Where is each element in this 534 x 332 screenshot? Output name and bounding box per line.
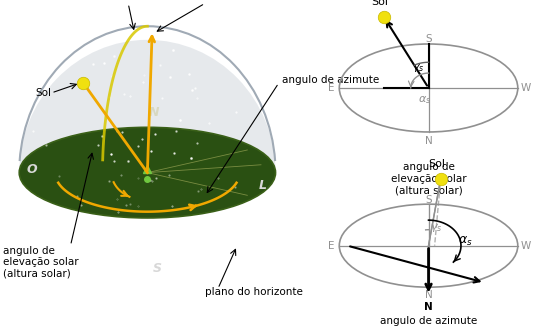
Ellipse shape (19, 127, 276, 218)
Text: O: O (27, 163, 37, 176)
Text: E: E (328, 241, 334, 251)
Text: $\gamma_s$: $\gamma_s$ (430, 222, 443, 234)
Text: N: N (425, 290, 433, 300)
Text: plano do horizonte: plano do horizonte (205, 287, 303, 297)
Text: E: E (328, 83, 334, 93)
Text: W: W (521, 241, 531, 251)
Text: angulo de
elevação solar
(altura solar): angulo de elevação solar (altura solar) (3, 246, 79, 279)
Text: angulo de azimute: angulo de azimute (380, 316, 477, 326)
Text: angulo de azimute: angulo de azimute (282, 75, 379, 85)
Wedge shape (19, 40, 276, 173)
Text: $\gamma_s$: $\gamma_s$ (412, 62, 424, 74)
Text: S: S (425, 195, 432, 205)
Text: S: S (425, 34, 432, 44)
Text: N: N (425, 136, 433, 146)
Text: N: N (424, 302, 433, 312)
Text: Sol: Sol (428, 159, 445, 169)
Text: S: S (153, 262, 161, 276)
Text: Sol: Sol (35, 88, 51, 98)
Text: W: W (521, 83, 531, 93)
Text: L: L (259, 179, 266, 193)
Text: $\alpha_s$: $\alpha_s$ (458, 235, 473, 248)
Text: N: N (148, 106, 159, 120)
Text: $\alpha_s$: $\alpha_s$ (418, 94, 431, 106)
Text: angulo de
elevação solar
(altura solar): angulo de elevação solar (altura solar) (391, 162, 466, 196)
Text: Sol: Sol (371, 0, 388, 7)
